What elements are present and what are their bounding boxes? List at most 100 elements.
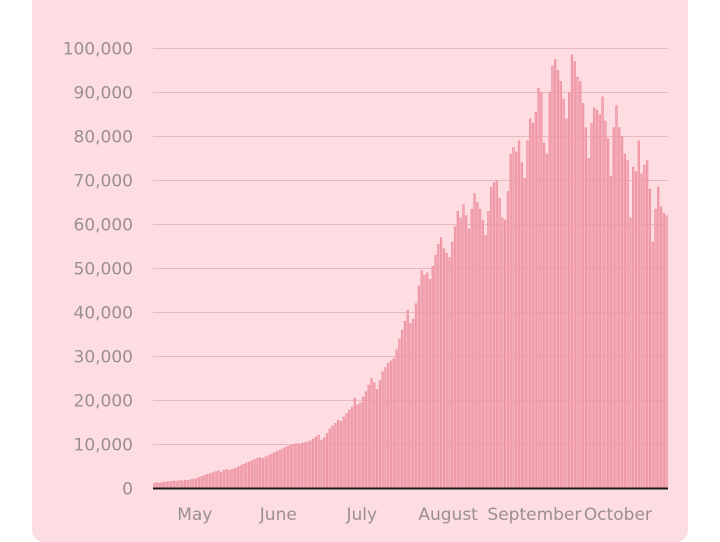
- bar: [657, 186, 660, 489]
- bar: [634, 171, 638, 489]
- bar: [414, 303, 418, 489]
- bar: [220, 471, 223, 489]
- bar: [245, 462, 248, 489]
- x-tick-label: May: [177, 505, 212, 525]
- bar: [548, 92, 551, 489]
- bar: [481, 219, 485, 489]
- bar: [515, 151, 518, 489]
- bar: [284, 447, 287, 489]
- bar: [345, 413, 348, 489]
- bar: [217, 470, 220, 489]
- bar: [403, 320, 407, 489]
- bar: [189, 479, 192, 489]
- bar: [389, 360, 393, 489]
- x-tick-label: September: [487, 505, 581, 525]
- bar: [562, 98, 565, 489]
- bar: [434, 255, 437, 489]
- bar: [253, 459, 256, 489]
- bar: [593, 107, 596, 489]
- bar: [439, 237, 443, 489]
- bar: [384, 367, 387, 489]
- bar: [465, 215, 468, 489]
- x-axis-tick-labels: May June July August September October: [177, 505, 652, 525]
- bar: [412, 318, 415, 489]
- bar: [298, 443, 301, 489]
- bar: [520, 162, 523, 489]
- bar: [300, 442, 304, 489]
- bar: [236, 466, 240, 489]
- bar: [568, 92, 571, 489]
- y-tick-label: 30,000: [74, 348, 133, 368]
- bar: [451, 241, 454, 489]
- bar: [512, 147, 515, 489]
- bar: [442, 248, 446, 489]
- bar: [645, 160, 649, 489]
- bar: [272, 452, 276, 489]
- y-tick-label: 90,000: [74, 84, 133, 104]
- bar: [267, 455, 270, 489]
- bar: [362, 396, 365, 489]
- bar: [618, 127, 621, 489]
- bar: [387, 362, 390, 489]
- bar: [334, 423, 337, 489]
- bar: [654, 208, 657, 489]
- bar: [398, 338, 401, 489]
- bar: [378, 380, 382, 489]
- bar: [523, 178, 526, 489]
- bar: [607, 138, 610, 489]
- y-tick-label: 10,000: [74, 436, 133, 456]
- bar: [526, 140, 529, 489]
- bar: [233, 467, 237, 489]
- bar: [609, 175, 613, 489]
- bar: [531, 123, 535, 489]
- bar: [270, 453, 273, 489]
- y-tick-label: 70,000: [74, 172, 133, 192]
- bar: [495, 180, 498, 489]
- bar: [431, 265, 434, 489]
- bar: [195, 478, 198, 489]
- bar: [620, 136, 624, 489]
- bar: [598, 114, 601, 489]
- x-tick-label: October: [584, 505, 652, 525]
- bar: [350, 406, 354, 489]
- bar: [487, 211, 490, 489]
- bar: [504, 219, 507, 489]
- bar: [339, 421, 343, 489]
- bar: [626, 160, 629, 489]
- bar: [509, 153, 512, 489]
- bar: [211, 472, 214, 489]
- bar: [643, 164, 646, 489]
- bar: [556, 70, 560, 489]
- bar: [417, 285, 420, 489]
- bar: [437, 244, 440, 489]
- bar: [214, 471, 217, 489]
- bar: [529, 118, 532, 489]
- bar: [331, 425, 334, 489]
- y-tick-label: 40,000: [74, 304, 133, 324]
- bar: [506, 191, 510, 489]
- bar: [581, 103, 585, 489]
- bar: [259, 457, 262, 489]
- bar: [353, 397, 356, 489]
- bar: [534, 112, 537, 489]
- bar: [242, 463, 245, 489]
- y-axis-tick-labels: 0 10,000 20,000 30,000 40,000 50,000 60,000 70,…: [63, 40, 133, 500]
- bar: [375, 389, 379, 489]
- bar: [456, 211, 459, 489]
- bar: [426, 272, 429, 489]
- bar: [364, 391, 368, 489]
- bar: [367, 384, 370, 489]
- bar: [348, 409, 351, 489]
- y-tick-label: 20,000: [74, 392, 133, 412]
- bar: [228, 470, 231, 489]
- bar: [278, 449, 281, 489]
- bar: [648, 189, 652, 489]
- bar: [640, 173, 643, 489]
- bar: [323, 437, 326, 489]
- bar: [342, 416, 345, 489]
- bar: [222, 469, 226, 489]
- bar: [445, 252, 448, 489]
- bar: [473, 193, 476, 489]
- bar: [169, 481, 173, 489]
